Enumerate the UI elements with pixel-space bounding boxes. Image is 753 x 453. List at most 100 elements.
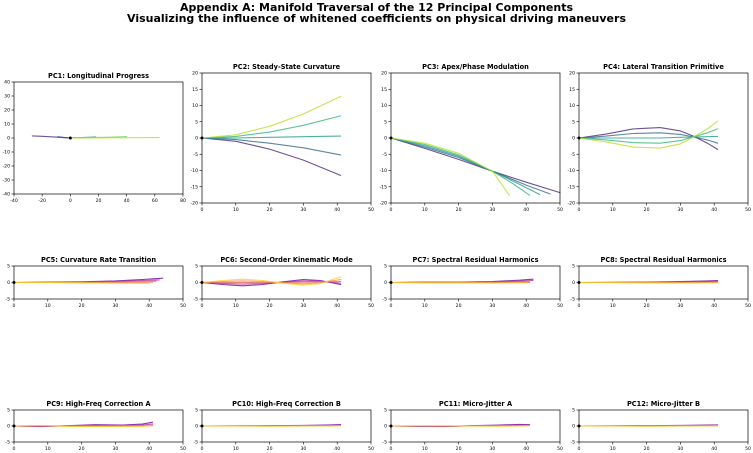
- y-tick-label: -5: [570, 152, 575, 158]
- y-tick-label: -10: [2, 150, 10, 156]
- subplot-title: PC10: High-Freq Correction B: [232, 400, 341, 408]
- y-tick-label: 5: [7, 408, 10, 414]
- y-tick-label: -15: [379, 184, 387, 190]
- x-tick-label: 50: [745, 303, 751, 309]
- series-line: [13, 424, 154, 428]
- axes-frame: [390, 72, 561, 204]
- series-line: [390, 137, 510, 196]
- x-tick-label: 40: [334, 446, 340, 452]
- x-tick-label: 40: [146, 446, 152, 452]
- y-tick-label: 5: [195, 119, 198, 125]
- x-tick-label: 50: [557, 446, 563, 452]
- x-tick-label: 40: [523, 207, 529, 213]
- y-tick-label: 0: [572, 280, 575, 286]
- y-tick-label: -5: [193, 440, 198, 446]
- y-tick-label: 10: [381, 103, 387, 109]
- subplot-pc6: PC6: Second-Order Kinematic Mode 0 10 20 30 4…: [193, 256, 374, 309]
- x-tick-label: 20: [456, 207, 462, 213]
- subplot-pc11: PC11: Micro-Jitter A0 10 20 30 40 50-505: [382, 400, 563, 452]
- x-tick-label: 50: [368, 446, 374, 452]
- x-tick-label: 30: [489, 303, 495, 309]
- y-tick-label: 0: [572, 136, 575, 142]
- series-line: [390, 137, 561, 194]
- y-tick-label: 20: [381, 71, 387, 77]
- y-tick-label: 5: [572, 408, 575, 414]
- x-tick-label: 40: [711, 446, 717, 452]
- x-tick-label: 0: [13, 303, 16, 309]
- y-tick-label: 40: [4, 80, 10, 86]
- series-line: [201, 95, 342, 139]
- x-tick-label: 0: [201, 446, 204, 452]
- y-tick-label: -10: [567, 168, 575, 174]
- subplot-title: PC1: Longitudinal Progress: [48, 72, 149, 80]
- y-tick-label: 0: [384, 424, 387, 430]
- y-tick-label: -15: [567, 184, 575, 190]
- x-tick-label: 40: [146, 303, 152, 309]
- x-tick-label: 20: [456, 446, 462, 452]
- series-line: [201, 137, 342, 176]
- subplot-pc5: PC5: Curvature Rate Transition 0 10 20 30 40 5…: [5, 256, 186, 309]
- x-tick-label: 50: [745, 446, 751, 452]
- y-tick-label: 5: [384, 264, 387, 270]
- series-line: [390, 137, 541, 196]
- x-tick-label: 40: [124, 198, 130, 204]
- y-tick-label: 0: [384, 280, 387, 286]
- y-tick-label: 0: [7, 136, 10, 142]
- y-tick-label: -5: [5, 297, 10, 303]
- y-tick-label: 10: [192, 103, 198, 109]
- y-tick-label: -5: [193, 297, 198, 303]
- y-tick-label: -20: [2, 164, 10, 170]
- x-tick-label: 40: [334, 207, 340, 213]
- subplot-pc1: PC1: Longitudinal Progress -40 -20 0 20 40 60 8…: [2, 72, 186, 204]
- y-tick-label: -20: [190, 201, 198, 207]
- x-tick-label: -20: [38, 198, 46, 204]
- y-tick-label: 5: [195, 408, 198, 414]
- y-tick-label: 15: [381, 87, 387, 93]
- x-tick-label: 20: [644, 303, 650, 309]
- y-tick-label: -10: [379, 168, 387, 174]
- x-tick-label: 30: [489, 207, 495, 213]
- x-tick-label: 0: [578, 303, 581, 309]
- y-tick-label: 5: [572, 264, 575, 270]
- y-tick-label: 30: [4, 94, 10, 100]
- y-tick-label: 15: [569, 87, 575, 93]
- y-tick-label: 10: [569, 103, 575, 109]
- series-line: [390, 137, 551, 195]
- x-tick-label: 20: [96, 198, 102, 204]
- y-tick-label: -5: [193, 152, 198, 158]
- subplot-title: PC5: Curvature Rate Transition: [41, 256, 156, 264]
- subplot-pc12: PC12: Micro-Jitter B0 10 20 30 40 50-505: [570, 400, 751, 452]
- x-tick-label: 0: [390, 303, 393, 309]
- x-tick-label: 10: [610, 207, 616, 213]
- x-tick-label: 30: [677, 207, 683, 213]
- x-tick-label: 0: [390, 446, 393, 452]
- x-tick-label: 10: [422, 446, 428, 452]
- x-tick-label: 0: [69, 198, 72, 204]
- series-line: [578, 120, 719, 149]
- subplot-title: PC7: Spectral Residual Harmonics: [412, 256, 538, 264]
- subplot-title: PC6: Second-Order Kinematic Mode: [220, 256, 353, 264]
- x-tick-label: 10: [233, 207, 239, 213]
- x-tick-label: -40: [10, 198, 18, 204]
- x-tick-label: 50: [745, 207, 751, 213]
- x-tick-label: 20: [267, 207, 273, 213]
- y-tick-label: 0: [7, 280, 10, 286]
- series-line: [390, 281, 527, 284]
- y-tick-label: 15: [192, 87, 198, 93]
- x-tick-label: 30: [112, 446, 118, 452]
- x-tick-label: 0: [578, 207, 581, 213]
- y-tick-label: 0: [195, 424, 198, 430]
- x-tick-label: 30: [112, 303, 118, 309]
- x-tick-label: 50: [557, 207, 563, 213]
- x-tick-label: 50: [557, 303, 563, 309]
- y-tick-label: 0: [7, 424, 10, 430]
- series-line: [578, 132, 719, 144]
- x-tick-label: 50: [368, 207, 374, 213]
- y-tick-label: -5: [5, 440, 10, 446]
- x-tick-label: 10: [233, 446, 239, 452]
- x-tick-label: 60: [152, 198, 158, 204]
- y-tick-label: 20: [192, 71, 198, 77]
- y-tick-label: -5: [382, 440, 387, 446]
